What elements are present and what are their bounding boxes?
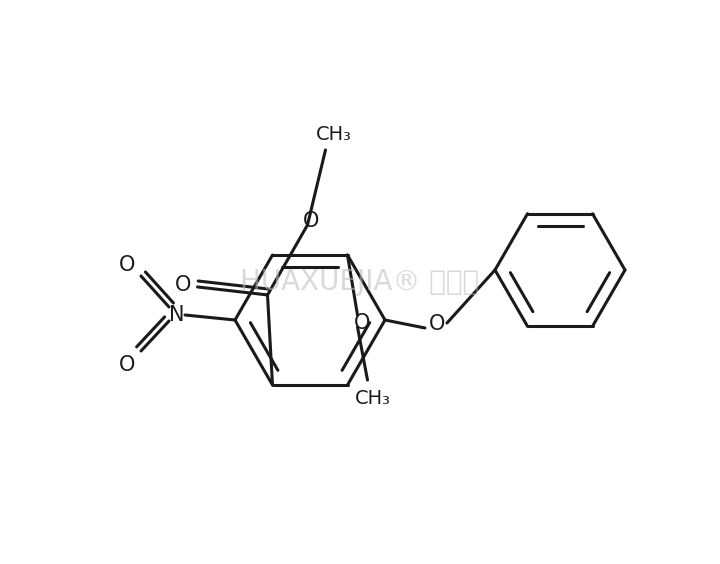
Text: CH₃: CH₃	[354, 389, 390, 408]
Text: O: O	[119, 355, 135, 375]
Text: CH₃: CH₃	[315, 125, 351, 144]
Text: O: O	[119, 255, 135, 275]
Text: N: N	[169, 305, 185, 325]
Text: O: O	[429, 314, 445, 334]
Text: O: O	[175, 275, 192, 295]
Text: O: O	[303, 211, 320, 231]
Text: O: O	[354, 313, 371, 333]
Text: HUAXUEJIA® 化学加: HUAXUEJIA® 化学加	[240, 268, 480, 296]
